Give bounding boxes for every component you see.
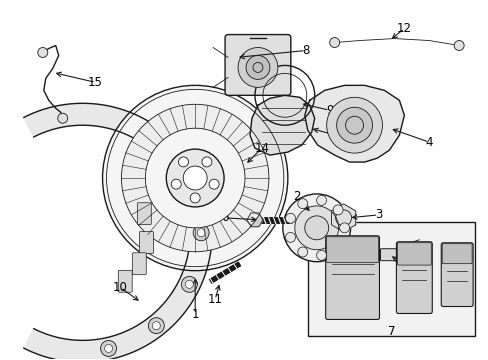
Text: 9: 9 (325, 104, 333, 117)
Circle shape (121, 104, 268, 252)
Polygon shape (249, 95, 314, 155)
Circle shape (228, 159, 241, 171)
Text: 3: 3 (374, 208, 382, 221)
Circle shape (336, 107, 372, 143)
Circle shape (197, 229, 205, 237)
FancyBboxPatch shape (380, 249, 402, 261)
Circle shape (104, 345, 112, 352)
Circle shape (238, 48, 277, 87)
FancyBboxPatch shape (326, 237, 378, 263)
Circle shape (329, 37, 339, 48)
FancyBboxPatch shape (139, 231, 153, 253)
FancyBboxPatch shape (396, 242, 431, 314)
Circle shape (339, 223, 349, 233)
Polygon shape (24, 103, 212, 360)
Circle shape (190, 193, 200, 203)
Text: 4: 4 (425, 136, 432, 149)
Circle shape (285, 213, 295, 223)
Circle shape (148, 318, 164, 334)
FancyBboxPatch shape (441, 244, 471, 264)
Polygon shape (304, 85, 404, 162)
Text: 14: 14 (254, 141, 269, 155)
Circle shape (102, 85, 287, 271)
FancyBboxPatch shape (224, 35, 290, 95)
FancyBboxPatch shape (137, 203, 151, 225)
Circle shape (185, 177, 193, 185)
Circle shape (316, 195, 326, 205)
Circle shape (58, 113, 67, 123)
Circle shape (171, 179, 181, 189)
Circle shape (297, 199, 307, 209)
Text: 6: 6 (221, 211, 228, 224)
Circle shape (145, 128, 244, 228)
Text: 15: 15 (88, 76, 103, 89)
Circle shape (282, 194, 350, 262)
FancyBboxPatch shape (325, 236, 379, 319)
Circle shape (294, 206, 338, 250)
Text: 13: 13 (396, 258, 411, 271)
Text: 2: 2 (292, 190, 300, 203)
FancyBboxPatch shape (239, 160, 263, 170)
Circle shape (193, 225, 209, 241)
FancyBboxPatch shape (132, 253, 146, 275)
Circle shape (101, 341, 116, 356)
Circle shape (166, 149, 224, 207)
Circle shape (304, 216, 328, 240)
Polygon shape (246, 213, 263, 227)
Text: 5: 5 (350, 134, 358, 147)
Text: 12: 12 (396, 22, 411, 35)
Circle shape (326, 97, 382, 153)
Circle shape (181, 173, 197, 189)
Text: 10: 10 (113, 281, 128, 294)
Circle shape (245, 55, 269, 80)
FancyBboxPatch shape (440, 243, 472, 306)
Circle shape (209, 179, 219, 189)
FancyBboxPatch shape (397, 243, 430, 265)
Circle shape (185, 280, 193, 288)
Circle shape (453, 41, 463, 50)
Circle shape (38, 48, 48, 58)
Polygon shape (331, 204, 355, 232)
Circle shape (332, 205, 343, 215)
FancyBboxPatch shape (307, 222, 474, 336)
Text: 8: 8 (302, 44, 309, 57)
Circle shape (316, 250, 326, 260)
Circle shape (183, 166, 207, 190)
Circle shape (285, 232, 295, 242)
Circle shape (202, 157, 211, 167)
FancyBboxPatch shape (118, 270, 132, 292)
Circle shape (181, 276, 197, 292)
Circle shape (297, 247, 307, 257)
Circle shape (332, 241, 343, 251)
Text: 7: 7 (387, 325, 394, 338)
Circle shape (152, 322, 160, 330)
Circle shape (178, 157, 188, 167)
Text: 1: 1 (191, 308, 199, 321)
Text: 11: 11 (207, 293, 222, 306)
